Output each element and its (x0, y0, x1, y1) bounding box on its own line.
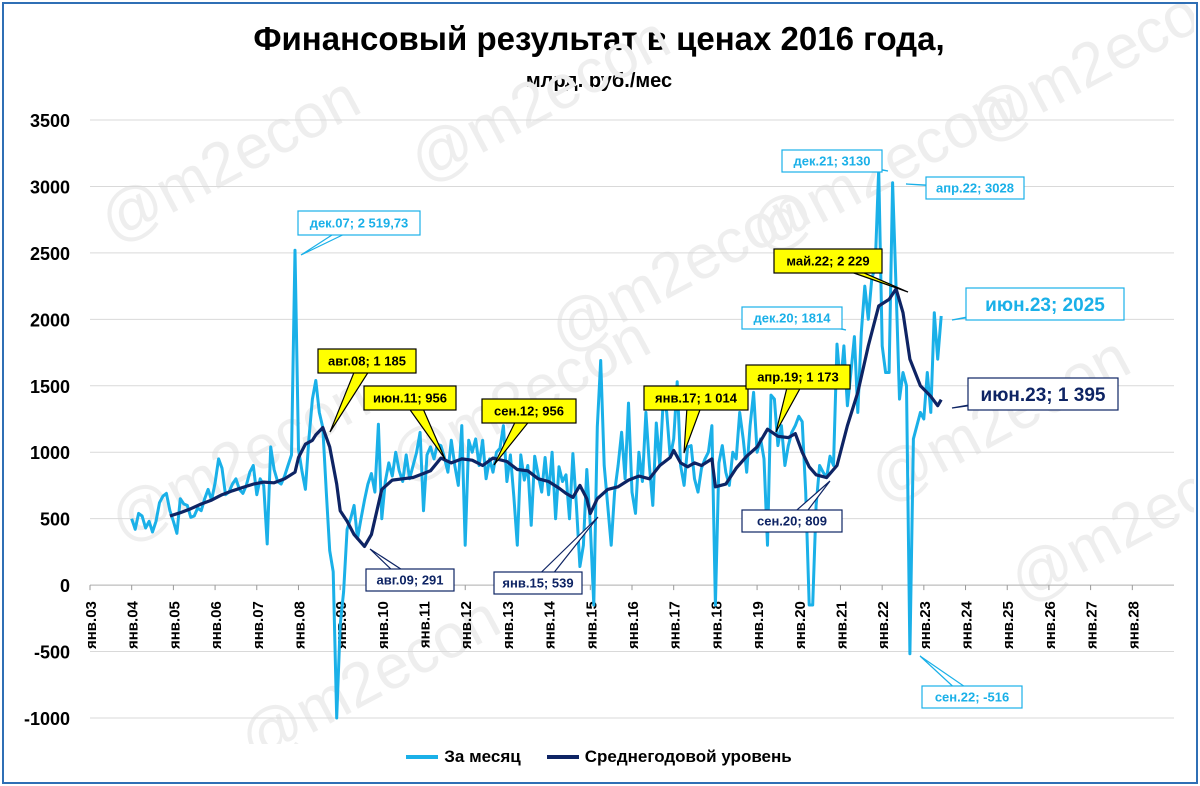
y-tick-label-2: 0 (60, 576, 70, 596)
y-tick-label-4: 1000 (30, 443, 70, 463)
callout-label-dec07: дек.07; 2 519,73 (310, 216, 409, 231)
x-tick-label-2: янв.05 (166, 601, 183, 649)
callout-label-sep12: сен.12; 956 (494, 404, 564, 419)
x-tick-label-9: янв.12 (458, 601, 475, 649)
callout-box-sep20 (741, 509, 843, 533)
y-tick-label-0: -1000 (24, 709, 70, 729)
callout-label-apr22: апр.22; 3028 (936, 181, 1014, 196)
callout-label-jan17: янв.17; 1 014 (655, 391, 738, 406)
x-tick-label-11: янв.14 (542, 600, 559, 649)
legend-label-average: Среднегодовой уровень (584, 747, 792, 766)
plot-area: @m2econ@m2econ@m2econ@m2econ@m2econ@m2ec… (24, 4, 1194, 744)
callout-label-jun23_month: июн.23; 2025 (985, 295, 1105, 316)
callout-box-jan17 (643, 385, 749, 411)
watermark-1: @m2econ (98, 362, 381, 556)
x-tick-label-8: янв.11 (417, 601, 434, 648)
x-tick-label-20: янв.23 (917, 601, 934, 649)
x-tick-label-22: янв.25 (1000, 601, 1017, 649)
watermark-2: @m2econ (398, 4, 681, 196)
callout-label-sep22: сен.22; -516 (935, 690, 1009, 705)
callout-box-sep12 (481, 398, 577, 424)
x-tick-label-5: янв.08 (291, 601, 308, 649)
legend-swatch-average (546, 755, 579, 759)
callout-label-may22: май.22; 2 229 (786, 254, 869, 269)
y-tick-label-3: 500 (40, 510, 70, 530)
chart-title: Финансовый результат в ценах 2016 года, (253, 20, 945, 57)
callout-label-jun11: июн.11; 956 (373, 391, 447, 406)
callout-label-aug09: авг.09; 291 (376, 573, 443, 588)
y-tick-label-5: 1500 (30, 377, 70, 397)
y-tick-label-8: 3000 (30, 177, 70, 197)
y-tick-label-6: 2000 (30, 310, 70, 330)
callout-label-jun23_avg: июн.23; 1 395 (981, 385, 1106, 406)
x-tick-label-24: янв.27 (1084, 601, 1101, 649)
callout-box-apr22 (925, 176, 1025, 200)
callout-label-dec20: дек.20; 1814 (754, 311, 832, 326)
x-tick-label-25: янв.28 (1125, 601, 1142, 649)
x-tick-label-12: янв.15 (583, 601, 600, 649)
callout-box-sep22 (921, 685, 1023, 709)
x-tick-label-4: янв.07 (250, 601, 267, 649)
callout-box-aug09 (365, 568, 455, 592)
x-tick-label-14: янв.17 (667, 601, 684, 649)
x-tick-label-0: янв.03 (83, 601, 100, 649)
x-tick-label-3: янв.06 (208, 601, 225, 649)
y-tick-label-9: 3500 (30, 111, 70, 131)
callout-box-jan15 (493, 571, 583, 595)
legend-swatch-monthly (406, 755, 439, 759)
x-tick-label-1: янв.04 (125, 600, 142, 649)
callout-box-dec21 (781, 149, 883, 173)
callout-box-dec20 (741, 306, 843, 330)
x-tick-label-13: янв.16 (625, 601, 642, 649)
callout-box-jun23_month (965, 287, 1125, 321)
watermark-6: @m2econ (858, 322, 1141, 516)
legend: За месяц Среднегодовой уровень (4, 747, 1194, 767)
x-tick-label-10: янв.13 (500, 601, 517, 649)
callout-box-may22 (773, 248, 883, 274)
callout-box-dec07 (297, 210, 421, 236)
callout-label-apr19: апр.19; 1 173 (757, 370, 839, 385)
y-tick-label-1: -500 (34, 643, 70, 663)
callout-label-sep20: сен.20; 809 (757, 514, 827, 529)
x-tick-label-19: янв.22 (875, 601, 892, 649)
x-tick-label-23: янв.26 (1042, 601, 1059, 649)
x-tick-label-16: янв.19 (750, 601, 767, 649)
callout-label-dec21: дек.21; 3130 (794, 154, 871, 169)
callout-box-apr19 (745, 364, 851, 390)
callout-box-aug08 (317, 348, 417, 374)
callout-box-jun11 (363, 385, 457, 411)
x-tick-label-17: янв.20 (792, 601, 809, 649)
x-tick-label-15: янв.18 (708, 601, 725, 649)
callout-label-jan15: янв.15; 539 (502, 576, 573, 591)
callout-box-jun23_avg (967, 377, 1119, 411)
watermark-7: @m2econ (958, 4, 1194, 156)
callout-label-aug08: авг.08; 1 185 (328, 354, 406, 369)
watermark-8: @m2econ (998, 422, 1194, 616)
legend-item-average[interactable]: Среднегодовой уровень (546, 747, 792, 767)
x-tick-label-18: янв.21 (833, 601, 850, 649)
legend-item-monthly[interactable]: За месяц (406, 747, 521, 767)
x-tick-label-21: янв.24 (959, 600, 976, 649)
series-line-average (169, 287, 943, 549)
chart-subtitle: млрд. руб./мес (525, 70, 673, 92)
legend-label-monthly: За месяц (444, 747, 521, 766)
y-tick-label-7: 2500 (30, 244, 70, 264)
x-tick-label-7: янв.10 (375, 601, 392, 649)
